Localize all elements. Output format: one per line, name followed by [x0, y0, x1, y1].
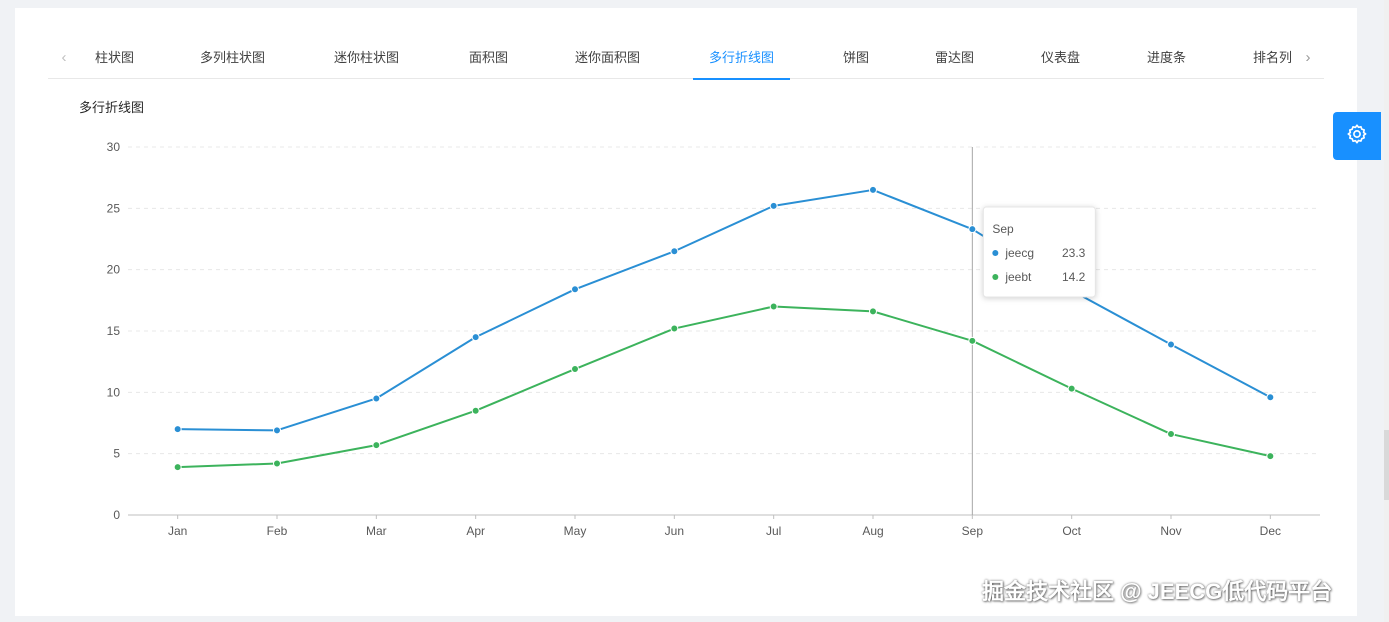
- tabs-prev-icon[interactable]: ‹: [61, 49, 67, 66]
- data-point-jeecg: [372, 394, 381, 403]
- data-point-jeecg: [471, 333, 480, 342]
- series-line-jeecg: [177, 188, 1271, 432]
- x-tick-label: Oct: [1062, 524, 1081, 538]
- data-point-jeebt: [968, 336, 977, 345]
- tab-bar-chart[interactable]: 柱状图: [95, 50, 135, 65]
- data-point-jeecg: [670, 247, 679, 256]
- tab-area-chart[interactable]: 面积图: [469, 50, 509, 65]
- data-point-jeecg: [1167, 340, 1175, 349]
- tab-gauge[interactable]: 仪表盘: [1041, 50, 1081, 65]
- x-tick-label: Jan: [168, 524, 187, 538]
- tooltip-box: [982, 206, 1096, 298]
- data-point-jeecg: [571, 285, 579, 294]
- tab-multi-line-chart[interactable]: 多行折线图: [692, 40, 791, 80]
- y-tick-label: 15: [107, 324, 121, 338]
- tabs-next-icon[interactable]: ›: [1305, 49, 1311, 66]
- x-tick-label: Jun: [665, 524, 684, 538]
- data-point-jeecg: [1266, 393, 1275, 402]
- x-tick-label: Sep: [962, 524, 984, 538]
- data-point-jeebt: [869, 307, 877, 316]
- data-point-jeecg: [869, 185, 877, 194]
- tab-multi-bar-chart[interactable]: 多列柱状图: [200, 50, 266, 65]
- tooltip-marker-jeebt: [992, 274, 999, 280]
- settings-button[interactable]: [1333, 112, 1381, 160]
- tooltip-series-name: jeebt: [1004, 270, 1032, 284]
- tab-mini-bar-chart[interactable]: 迷你柱状图: [334, 50, 400, 65]
- y-tick-label: 5: [113, 447, 120, 461]
- data-point-jeebt: [769, 302, 778, 311]
- tooltip-series-name: jeecg: [1004, 246, 1034, 260]
- y-tick-label: 30: [107, 140, 121, 154]
- x-tick-label: Aug: [862, 524, 883, 538]
- watermark: 掘金技术社区 @ JEECG低代码平台: [982, 579, 1333, 604]
- x-tick-label: Dec: [1260, 524, 1281, 538]
- data-point-jeecg: [769, 201, 778, 210]
- data-point-jeebt: [670, 324, 679, 333]
- data-point-jeecg: [273, 426, 281, 435]
- data-point-jeebt: [471, 406, 480, 415]
- data-point-jeecg: [173, 425, 182, 434]
- data-point-jeebt: [1266, 452, 1275, 461]
- tooltip-title: Sep: [992, 222, 1014, 236]
- x-tick-label: Mar: [366, 524, 387, 538]
- data-point-jeebt: [273, 459, 281, 468]
- tab-ranking-list[interactable]: 排名列: [1253, 50, 1293, 65]
- chart-title: 多行折线图: [79, 100, 145, 115]
- tab-mini-area-chart[interactable]: 迷你面积图: [575, 50, 641, 65]
- data-point-jeecg: [968, 225, 977, 234]
- chart-type-tabs: ‹ 柱状图 多列柱状图 迷你柱状图 面积图 迷你面积图 多行折线图 饼图 雷达图…: [48, 40, 1324, 80]
- y-tick-label: 20: [107, 263, 121, 277]
- x-tick-label: May: [564, 524, 587, 538]
- y-tick-label: 25: [107, 201, 121, 215]
- tooltip-value: 23.3: [1062, 246, 1086, 260]
- x-tick-label: Feb: [267, 524, 288, 538]
- page-scrollbar[interactable]: [1384, 0, 1389, 622]
- data-point-jeebt: [571, 365, 579, 374]
- tab-radar-chart[interactable]: 雷达图: [935, 50, 975, 65]
- x-tick-label: Apr: [466, 524, 485, 538]
- y-tick-label: 10: [107, 385, 121, 399]
- tooltip-value: 14.2: [1062, 270, 1086, 284]
- tab-progress-bar[interactable]: 进度条: [1147, 50, 1187, 65]
- data-point-jeebt: [173, 463, 182, 472]
- scrollbar-thumb[interactable]: [1384, 430, 1389, 500]
- gear-icon: [1346, 123, 1368, 150]
- data-point-jeebt: [1067, 384, 1076, 393]
- tooltip-marker-jeecg: [992, 250, 999, 256]
- x-tick-label: Nov: [1160, 524, 1181, 538]
- series-line-jeebt: [177, 305, 1271, 469]
- data-point-jeebt: [1167, 430, 1175, 439]
- y-tick-label: 0: [113, 508, 120, 522]
- data-point-jeebt: [372, 441, 381, 450]
- tab-pie-chart[interactable]: 饼图: [843, 50, 870, 65]
- x-tick-label: Jul: [766, 524, 781, 538]
